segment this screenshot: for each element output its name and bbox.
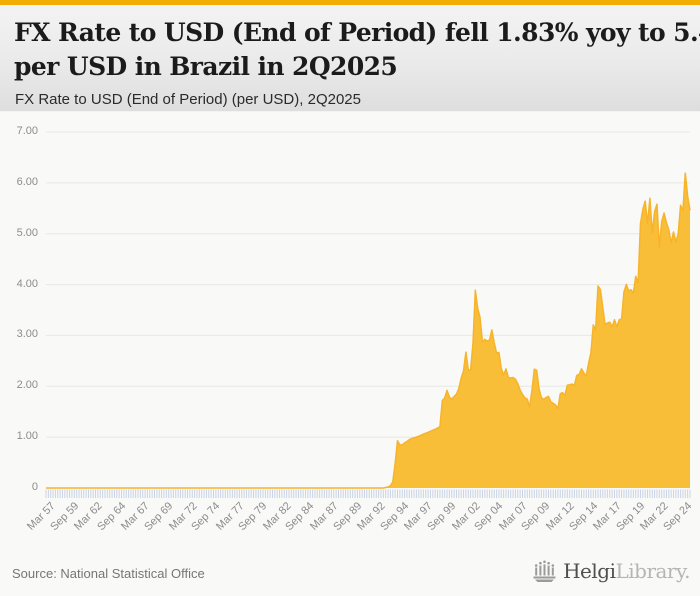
y-axis-tick-label: 3.00 xyxy=(16,328,38,340)
page-title-line2: per USD in Brazil in 2Q2025 xyxy=(14,52,398,81)
y-axis-tick-label: 1.00 xyxy=(16,430,38,442)
header: FX Rate to USD (End of Period) fell 1.83… xyxy=(0,5,700,112)
y-axis-tick-label: 0 xyxy=(31,481,38,493)
y-axis-tick-label: 5.00 xyxy=(16,227,38,239)
y-axis-tick-label: 2.00 xyxy=(16,379,38,391)
source-note: Source: National Statistical Office xyxy=(12,566,205,581)
helgi-library-logo[interactable]: HelgiLibrary. xyxy=(531,558,690,584)
logo-text: HelgiLibrary. xyxy=(563,558,690,584)
page-title-line1: FX Rate to USD (End of Period) fell 1.83… xyxy=(14,18,700,47)
chart-canvas xyxy=(45,131,691,498)
y-axis-tick-label: 6.00 xyxy=(16,176,38,188)
fx-rate-area-chart: 7.00 6.00 5.00 4.00 3.00 2.00 1.00 0 Mar 57 Sep … xyxy=(0,111,700,555)
y-axis-tick-label: 7.00 xyxy=(16,125,38,137)
y-axis-tick-label: 4.00 xyxy=(16,278,38,290)
logo-text-library: Library. xyxy=(615,559,690,583)
chart-subtitle: FX Rate to USD (End of Period) (per USD)… xyxy=(15,91,361,108)
helgi-crown-icon xyxy=(533,560,556,582)
page-title: FX Rate to USD (End of Period) fell 1.83… xyxy=(14,16,700,84)
accent-topbar xyxy=(0,0,700,5)
logo-text-helgi: Helgi xyxy=(563,559,616,583)
